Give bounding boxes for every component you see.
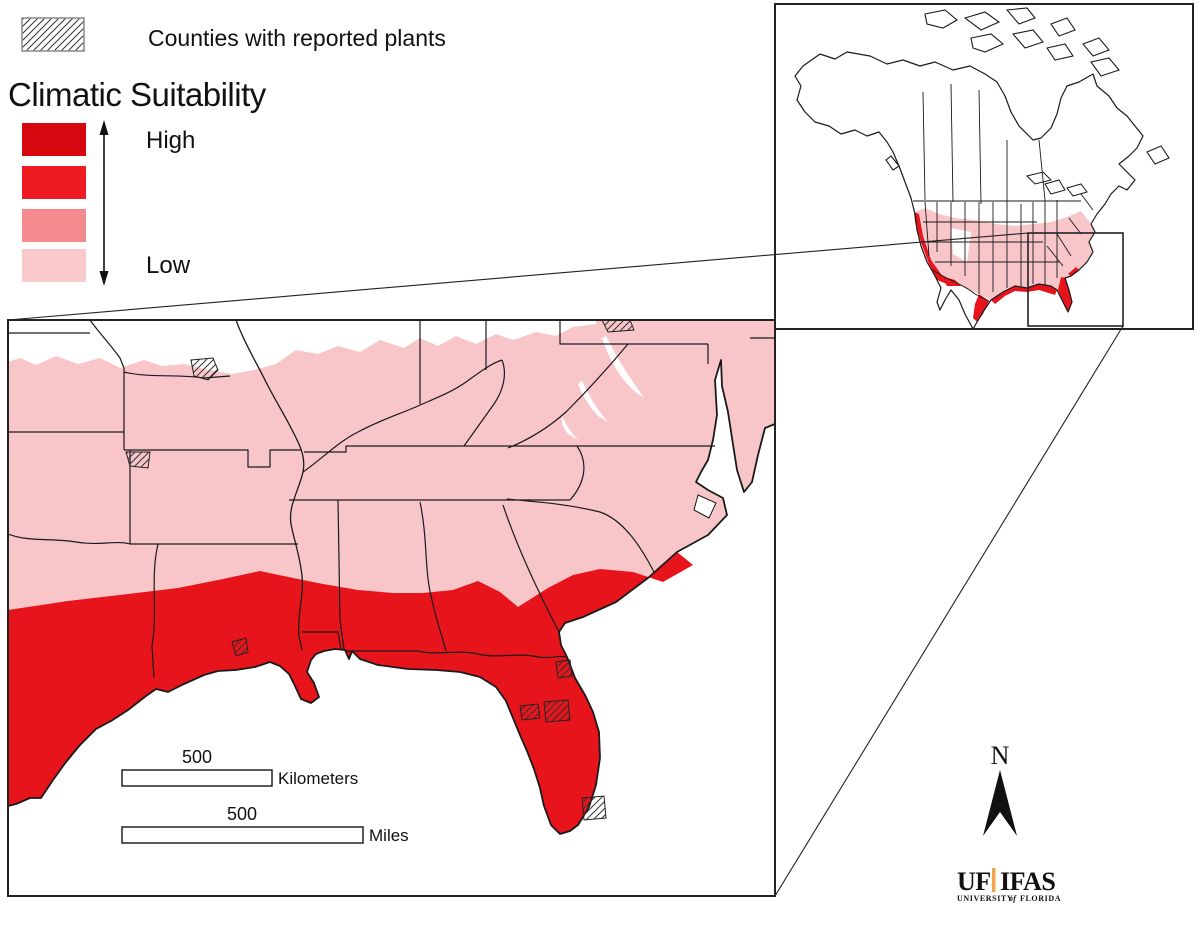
logo-subtitle-university: UNIVERSITY: [957, 894, 1013, 903]
suitability-swatch-2: [22, 166, 86, 199]
scalebar-miles-value: 500: [227, 804, 257, 824]
state-boundaries: [8, 320, 775, 679]
coastal-sound: [693, 494, 717, 519]
logo-divider: [992, 868, 996, 892]
logo-ifas-text: IFAS: [1000, 867, 1055, 896]
coastline: [8, 359, 775, 835]
county-marker: [519, 703, 541, 721]
county-marker: [125, 451, 151, 469]
counties-hatch-swatch: [21, 17, 85, 52]
northern-unsuitable-area: [8, 320, 596, 374]
suitability-swatch-1: [22, 123, 86, 156]
legend-title: Climatic Suitability: [8, 76, 267, 113]
suitability-swatch-4: [22, 249, 86, 282]
north-arrow-label: N: [991, 741, 1010, 770]
scalebar-miles-unit: Miles: [369, 826, 409, 845]
logo-subtitle-florida: FLORIDA: [1020, 894, 1061, 903]
scalebar-km-value: 500: [182, 747, 212, 767]
scalebar-miles-bar: [121, 826, 364, 844]
county-marker: [581, 795, 607, 821]
inset-high-suitability: [914, 212, 1079, 322]
inset-map: [774, 3, 1194, 330]
extent-box: [1027, 232, 1124, 327]
legend: Counties with reported plants Climatic S…: [8, 17, 446, 286]
county-marker: [190, 357, 219, 381]
reported-county-markers: [125, 320, 635, 821]
county-marker: [231, 637, 249, 657]
county-marker: [601, 320, 635, 333]
north-america-outline: [794, 51, 1144, 329]
logo-subtitle-of: of: [1009, 894, 1017, 903]
inset-map-frame: [774, 3, 1194, 330]
county-marker: [555, 659, 573, 679]
main-map-frame: [7, 319, 776, 897]
county-marker: [543, 699, 571, 723]
high-suitability-region: [8, 552, 693, 834]
connector-line-top: [7, 232, 1029, 321]
connector-line-bottom: [774, 325, 1124, 897]
suitability-swatch-3: [22, 209, 86, 242]
scalebar-miles: 500 Miles: [121, 804, 409, 845]
scalebar-kilometers: 500 Kilometers: [121, 747, 358, 788]
high-low-arrow-icon: [99, 120, 109, 286]
great-lakes: [1026, 171, 1088, 197]
counties-label: Counties with reported plants: [148, 25, 446, 51]
inset-rockies-gap: [951, 228, 971, 262]
inset-boundaries: [913, 83, 1094, 302]
logo-uf-text: UF: [957, 867, 991, 896]
low-label: Low: [146, 252, 191, 279]
uf-ifas-logo: UF IFAS UNIVERSITY of FLORIDA: [957, 867, 1061, 903]
north-arrow-icon: [983, 770, 1017, 836]
main-map: [7, 319, 776, 897]
arctic-islands: [885, 7, 1170, 171]
high-label: High: [146, 127, 195, 154]
scalebar-km-unit: Kilometers: [278, 769, 358, 788]
north-arrow: N: [983, 741, 1017, 836]
scalebar-km-bar: [121, 769, 273, 787]
